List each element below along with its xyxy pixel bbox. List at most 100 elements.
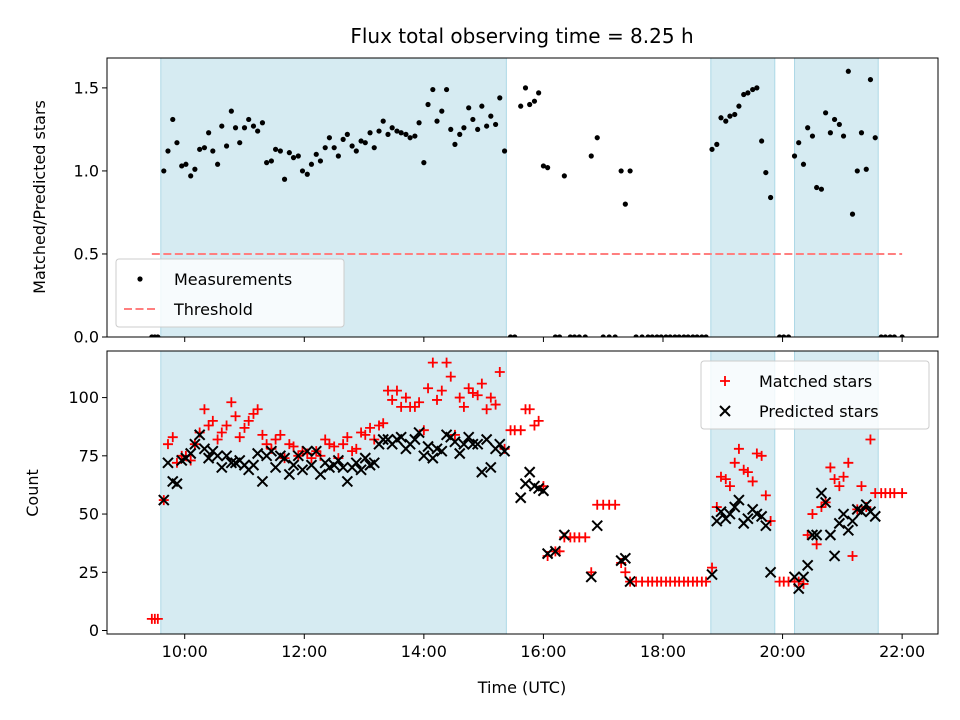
measurement-point — [600, 334, 606, 337]
matched-star-point — [458, 401, 469, 412]
measurement-point — [290, 155, 297, 161]
matched-star-point — [707, 562, 718, 573]
predicted-star-point — [216, 461, 228, 474]
measurement-point — [237, 140, 243, 146]
measurement-point — [849, 211, 856, 217]
measurement-point — [197, 146, 203, 152]
y-tick-label: 100 — [68, 388, 99, 407]
x-tick-label: 20:00 — [760, 642, 806, 661]
measurement-point — [823, 110, 829, 116]
measurement-point — [709, 146, 715, 152]
predicted-star-point — [458, 438, 470, 450]
measurement-point — [277, 148, 283, 154]
measurement-point — [367, 130, 373, 136]
predicted-star-point — [310, 445, 322, 457]
matched-star-point — [243, 415, 254, 426]
measurement-point — [718, 115, 724, 121]
measurement-point — [398, 130, 404, 136]
predicted-star-point — [788, 571, 801, 583]
measurement-point — [867, 76, 874, 83]
predicted-star-point — [855, 506, 868, 518]
measurement-point — [170, 116, 176, 123]
matched-star-point — [234, 432, 245, 443]
measurement-point — [723, 118, 729, 124]
measurement-point — [362, 140, 368, 146]
measurement-point — [326, 135, 332, 141]
measurement-point — [488, 113, 494, 119]
measurement-point — [219, 123, 225, 129]
measurement-point — [845, 68, 851, 74]
x-tick-label: 16:00 — [520, 642, 566, 661]
measurement-point — [567, 334, 573, 337]
matched-star-point — [288, 441, 299, 452]
measurement-point — [335, 153, 341, 159]
legend-label: Predicted stars — [759, 402, 879, 421]
measurement-point — [763, 169, 769, 176]
predicted-star-point — [462, 431, 475, 443]
predicted-star-point — [355, 464, 367, 476]
predicted-star-point — [184, 447, 197, 460]
measurement-point — [492, 121, 499, 128]
x-tick-label: 12:00 — [281, 642, 327, 661]
predicted-star-point — [558, 529, 571, 541]
matched-star-point — [838, 471, 849, 482]
predicted-star-point — [189, 438, 201, 450]
matched-star-point — [897, 488, 908, 499]
matched-star-point — [360, 429, 371, 440]
predicted-star-point — [619, 552, 632, 565]
predicted-star-point — [824, 529, 837, 541]
predicted-star-point — [162, 457, 174, 469]
predicted-star-point — [846, 515, 859, 527]
observing-window-band — [794, 58, 879, 337]
measurement-point — [732, 111, 738, 118]
measurement-point — [228, 108, 234, 114]
measurement-point — [255, 128, 261, 134]
matched-star-point — [436, 385, 447, 396]
measurement-point — [831, 116, 838, 123]
matched-star-point — [490, 399, 501, 410]
measurement-point — [694, 334, 700, 337]
y-tick-label: 0.0 — [74, 328, 99, 347]
y-tick-label: 50 — [79, 505, 99, 524]
measurement-point — [699, 334, 705, 337]
legend-measurement-marker — [137, 276, 143, 282]
measurement-point — [759, 138, 765, 144]
measurement-point — [470, 116, 476, 123]
y-tick-label: 25 — [79, 563, 99, 582]
matched-star-point — [441, 357, 452, 368]
measurement-point — [672, 334, 678, 337]
measurement-point — [594, 135, 600, 141]
measurement-point — [561, 173, 567, 179]
measurement-point — [394, 128, 400, 134]
predicted-star-point — [292, 450, 305, 462]
y-tick-label: 0.5 — [74, 244, 99, 263]
measurement-point — [304, 171, 310, 177]
predicted-star-point — [211, 450, 224, 462]
measurement-point — [268, 158, 275, 164]
predicted-star-point — [624, 575, 636, 588]
measurement-point — [407, 135, 413, 141]
matched-star-point — [620, 567, 631, 578]
matched-star-point — [747, 476, 758, 487]
x-tick-label: 10:00 — [162, 642, 208, 661]
matched-star-point — [230, 411, 241, 422]
predicted-star-point — [549, 545, 562, 558]
predicted-star-point — [833, 517, 846, 530]
predicted-star-point — [422, 440, 434, 453]
measurement-point — [714, 141, 720, 147]
matched-star-point — [414, 397, 425, 408]
legend-matched-marker — [720, 376, 730, 386]
measurement-point — [246, 116, 252, 123]
measurement-point — [317, 158, 324, 164]
matched-star-point — [338, 439, 349, 450]
measurement-point — [425, 101, 431, 108]
measurement-point — [299, 168, 306, 174]
measurement-point — [754, 85, 760, 91]
x-tick-label: 18:00 — [640, 642, 686, 661]
matched-star-point — [382, 385, 393, 396]
measurement-point — [188, 173, 194, 179]
measurement-point — [571, 334, 578, 337]
measurement-point — [676, 334, 682, 337]
predicted-star-point — [760, 519, 772, 532]
